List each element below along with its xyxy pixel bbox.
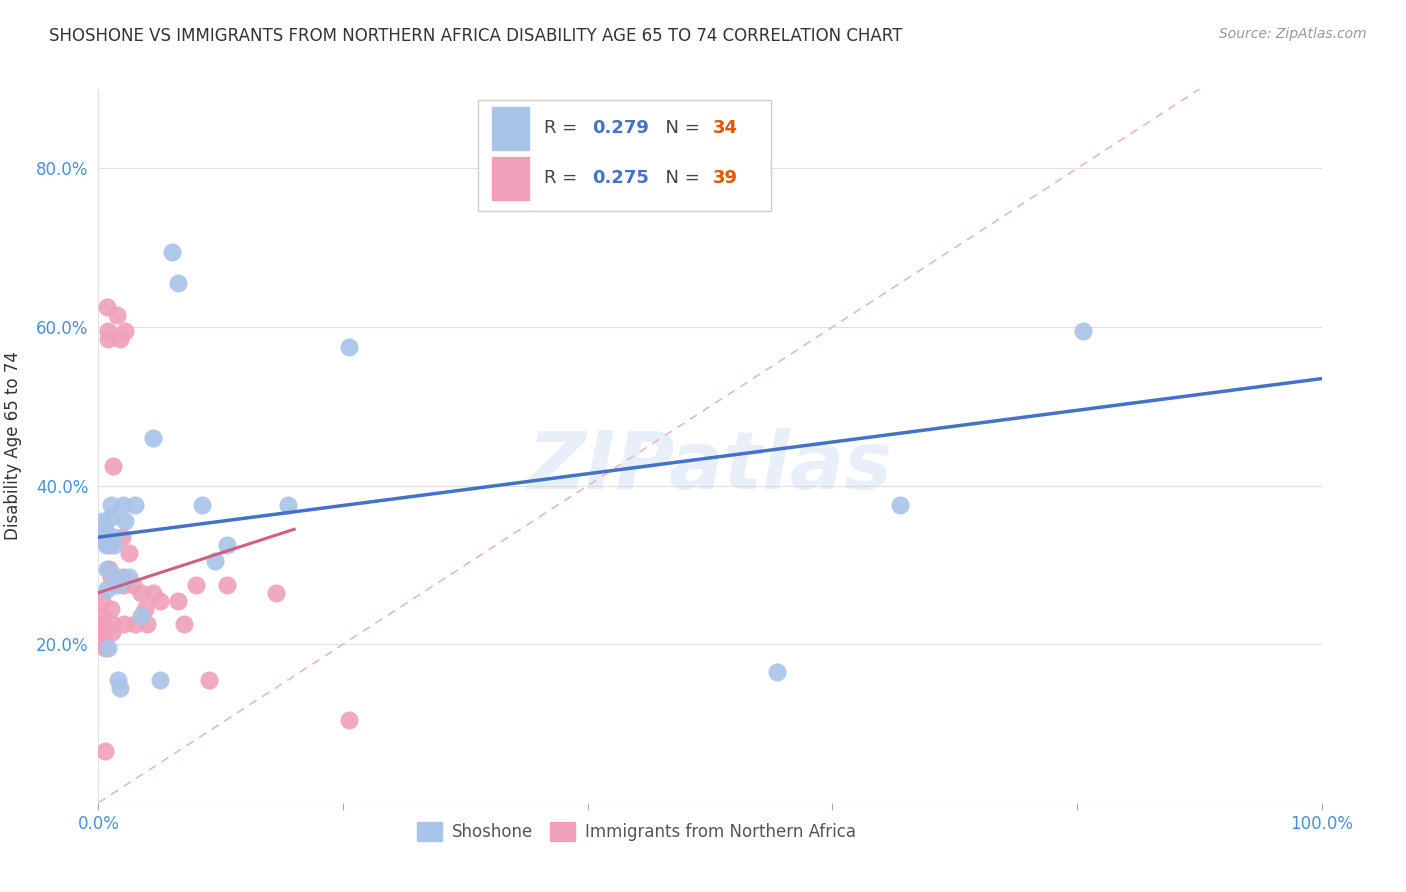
Point	[173, 617, 195, 632]
Point	[101, 530, 124, 544]
Point	[118, 570, 141, 584]
Point	[215, 578, 238, 592]
Point	[129, 609, 152, 624]
Point	[100, 510, 122, 524]
Point	[105, 308, 128, 322]
Point	[197, 673, 219, 687]
Text: R =: R =	[544, 169, 582, 187]
Point	[107, 673, 129, 687]
Point	[91, 617, 114, 632]
Point	[204, 554, 226, 568]
Point	[337, 713, 360, 727]
Point	[91, 609, 114, 624]
Point	[766, 665, 789, 679]
Point	[93, 744, 115, 758]
Point	[215, 538, 238, 552]
Point	[191, 499, 214, 513]
Point	[96, 300, 118, 314]
Point	[105, 578, 128, 592]
Point	[97, 332, 120, 346]
Point	[91, 514, 114, 528]
Point	[93, 641, 115, 656]
Point	[93, 522, 115, 536]
Point	[121, 578, 143, 592]
Point	[97, 641, 120, 656]
Point	[142, 431, 165, 445]
Text: ZIPatlas: ZIPatlas	[527, 428, 893, 507]
Point	[167, 277, 190, 291]
FancyBboxPatch shape	[492, 157, 529, 200]
Point	[111, 570, 134, 584]
Point	[264, 585, 287, 599]
Point	[114, 514, 136, 528]
Point	[111, 530, 134, 544]
Point	[111, 499, 134, 513]
Text: N =: N =	[654, 169, 706, 187]
Point	[124, 617, 146, 632]
Text: 0.275: 0.275	[592, 169, 650, 187]
Point	[134, 601, 156, 615]
Point	[96, 582, 118, 596]
Text: Source: ZipAtlas.com: Source: ZipAtlas.com	[1219, 27, 1367, 41]
Point	[98, 538, 121, 552]
Point	[114, 324, 136, 338]
Point	[97, 324, 120, 338]
Point	[91, 518, 114, 533]
Point	[111, 578, 134, 592]
Point	[277, 499, 299, 513]
Point	[94, 538, 117, 552]
Point	[100, 499, 122, 513]
Point	[118, 546, 141, 560]
Point	[91, 633, 114, 648]
Point	[100, 570, 122, 584]
Point	[93, 526, 115, 541]
Point	[96, 562, 118, 576]
Point	[91, 593, 114, 607]
Point	[91, 625, 114, 640]
Point	[186, 578, 208, 592]
Point	[100, 601, 122, 615]
Point	[110, 332, 132, 346]
Point	[94, 534, 117, 549]
Point	[98, 562, 121, 576]
Point	[337, 340, 360, 354]
Point	[110, 681, 132, 695]
Legend: Shoshone, Immigrants from Northern Africa: Shoshone, Immigrants from Northern Afric…	[411, 815, 863, 848]
Text: N =: N =	[654, 120, 706, 137]
Point	[160, 244, 183, 259]
Point	[101, 458, 124, 473]
Point	[142, 585, 165, 599]
FancyBboxPatch shape	[478, 100, 772, 211]
Point	[167, 593, 190, 607]
Point	[103, 538, 125, 552]
Point	[112, 617, 135, 632]
Point	[1071, 324, 1094, 338]
Point	[149, 673, 172, 687]
Y-axis label: Disability Age 65 to 74: Disability Age 65 to 74	[4, 351, 22, 541]
Point	[149, 593, 172, 607]
FancyBboxPatch shape	[492, 107, 529, 150]
Point	[129, 585, 152, 599]
Text: 39: 39	[713, 169, 738, 187]
Point	[889, 499, 911, 513]
Text: 0.279: 0.279	[592, 120, 650, 137]
Point	[124, 499, 146, 513]
Point	[101, 625, 124, 640]
Text: R =: R =	[544, 120, 582, 137]
Point	[105, 570, 128, 584]
Text: SHOSHONE VS IMMIGRANTS FROM NORTHERN AFRICA DISABILITY AGE 65 TO 74 CORRELATION : SHOSHONE VS IMMIGRANTS FROM NORTHERN AFR…	[49, 27, 903, 45]
Point	[136, 617, 159, 632]
Point	[101, 617, 124, 632]
Text: 34: 34	[713, 120, 738, 137]
